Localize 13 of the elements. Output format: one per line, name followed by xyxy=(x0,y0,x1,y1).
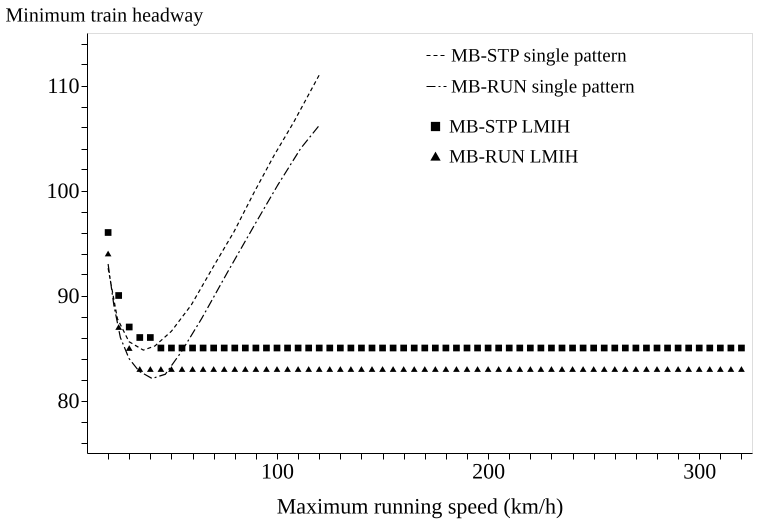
x-axis-title: Maximum running speed (km/h) xyxy=(276,494,564,518)
y-tick-label: 100 xyxy=(46,178,80,203)
legend-label: MB-STP single pattern xyxy=(451,46,628,66)
x-tick-label: 300 xyxy=(683,458,716,484)
x-tick-label: 100 xyxy=(261,458,294,484)
legend-label: MB-RUN single pattern xyxy=(451,76,636,98)
legend-label: MB-RUN LMIH xyxy=(449,146,579,168)
x-tick-label: 200 xyxy=(472,458,506,484)
y-tick-label: 90 xyxy=(58,283,80,308)
y-tick-label: 80 xyxy=(58,388,80,413)
y-axis-title: Minimum train headway xyxy=(6,4,204,26)
y-tick-label: 110 xyxy=(47,73,80,98)
legend-label: MB-STP LMIH xyxy=(449,116,571,138)
